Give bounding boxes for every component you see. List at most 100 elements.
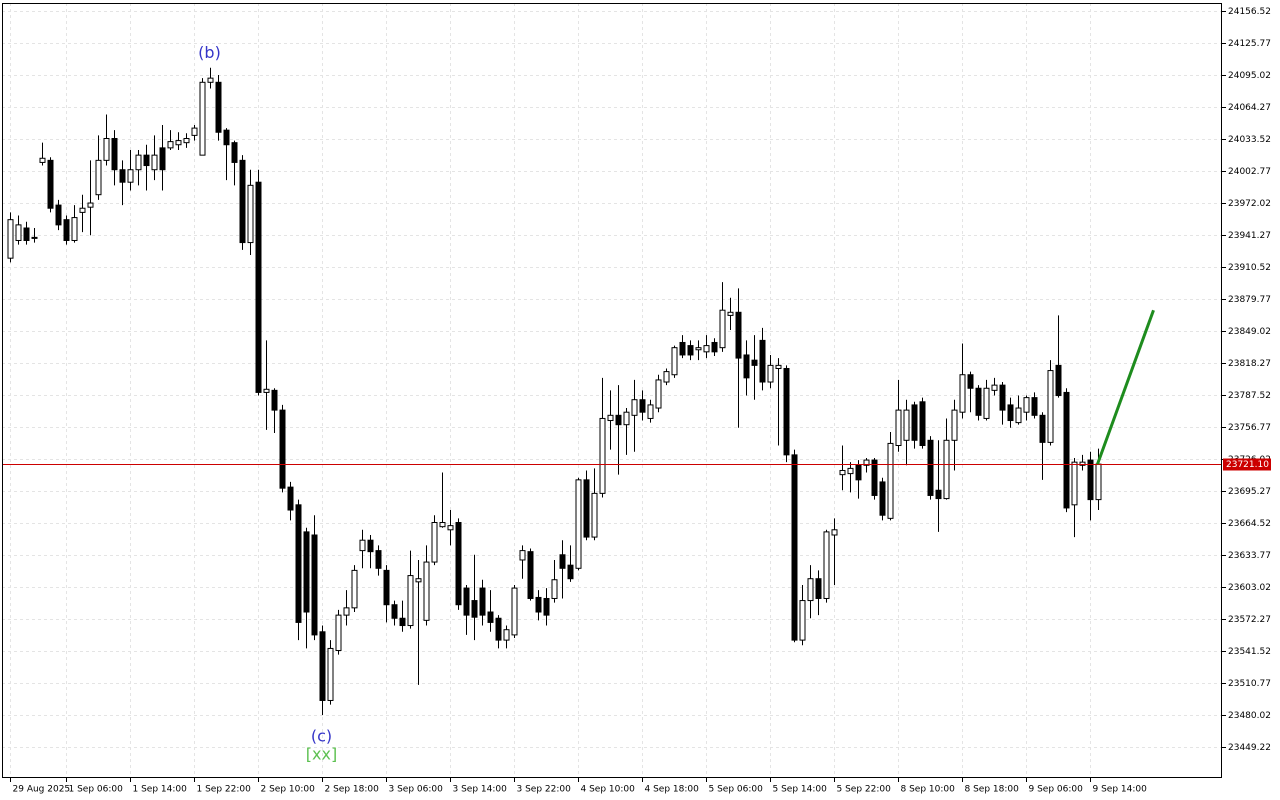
x-tick-label: 8 Sep 18:00: [965, 785, 1020, 795]
candle-body: [135, 154, 142, 171]
candle-body: [815, 578, 822, 599]
candle-body: [655, 379, 662, 409]
candle-body: [983, 387, 990, 419]
candle-body: [375, 550, 382, 569]
candle-body: [295, 504, 302, 623]
candle-body: [287, 486, 294, 511]
candle-body: [71, 217, 78, 241]
candle-body: [1095, 463, 1102, 501]
candle-body: [591, 492, 598, 538]
candle-body: [319, 631, 326, 701]
plot-border: [2, 3, 1222, 778]
x-tick-label: 5 Sep 14:00: [773, 785, 828, 795]
candle-body: [607, 414, 614, 422]
y-tick-label: 23756.77: [1228, 423, 1271, 433]
candle-body: [735, 311, 742, 359]
candle-body: [727, 311, 734, 316]
candle-body: [183, 137, 190, 144]
candle-body: [783, 367, 790, 456]
candle-body: [879, 481, 886, 516]
candle-body: [663, 371, 670, 383]
y-tick-label: 24033.52: [1228, 135, 1271, 145]
candle-body: [847, 467, 854, 475]
x-tick-label: 29 Aug 2025: [13, 785, 71, 795]
candle-body: [799, 600, 806, 641]
candle-body: [367, 539, 374, 553]
candle-body: [471, 600, 478, 618]
candle-body: [191, 127, 198, 136]
candle-body: [863, 459, 870, 466]
y-tick-label: 23849.02: [1228, 327, 1271, 337]
candle-body: [775, 364, 782, 369]
candle-body: [1031, 397, 1038, 416]
candle-body: [887, 442, 894, 519]
candle-body: [575, 479, 582, 569]
y-tick-label: 23510.77: [1228, 679, 1271, 689]
candle-body: [751, 359, 758, 366]
y-tick-label: 23633.77: [1228, 551, 1271, 561]
y-tick-label: 23818.27: [1228, 359, 1271, 369]
candle-body: [791, 454, 798, 641]
x-tick-label: 4 Sep 10:00: [581, 785, 636, 795]
candle-body: [327, 647, 334, 701]
candle-body: [927, 439, 934, 496]
candle-body: [151, 154, 158, 171]
candle-body: [559, 554, 566, 569]
candle-body: [567, 564, 574, 580]
candle-body: [343, 607, 350, 616]
candle-body: [911, 404, 918, 441]
candle-body: [1047, 370, 1054, 443]
candle-body: [967, 374, 974, 389]
candles: [2, 67, 1222, 716]
candle-body: [839, 469, 846, 476]
candle-body: [175, 140, 182, 146]
candle-body: [231, 142, 238, 163]
y-tick-label: 23941.27: [1228, 231, 1271, 241]
y-tick-label: 23572.27: [1228, 615, 1271, 625]
candle-body: [935, 489, 942, 500]
candle-body: [431, 522, 438, 563]
candle-body: [439, 522, 446, 528]
candle-body: [951, 409, 958, 441]
candle-body: [495, 617, 502, 641]
candle-body: [7, 219, 14, 259]
y-tick-label: 23787.52: [1228, 391, 1271, 401]
y-tick-label: 23910.52: [1228, 263, 1271, 273]
candle-body: [23, 227, 30, 241]
candle-body: [511, 587, 518, 636]
candle-body: [391, 604, 398, 619]
x-tick-label: 1 Sep 22:00: [197, 785, 252, 795]
candle-body: [207, 77, 214, 83]
candle-body: [831, 529, 838, 536]
candle-body: [399, 617, 406, 627]
candle-body: [599, 417, 606, 494]
candle-body: [359, 539, 366, 552]
candle-body: [127, 169, 134, 183]
x-tick-label: 4 Sep 18:00: [645, 785, 700, 795]
grid: [2, 3, 1222, 778]
y-tick-label: 23480.02: [1228, 711, 1271, 721]
candle-body: [159, 147, 166, 171]
x-tick-label: 5 Sep 22:00: [837, 785, 892, 795]
candle-body: [855, 464, 862, 481]
candle-body: [527, 551, 534, 599]
candle-body: [615, 414, 622, 426]
candle-body: [279, 409, 286, 489]
x-tick-label: 1 Sep 06:00: [69, 785, 124, 795]
x-tick-label: 1 Sep 14:00: [133, 785, 188, 795]
candle-body: [167, 141, 174, 149]
x-tick-label: 3 Sep 22:00: [517, 785, 572, 795]
candle-body: [623, 411, 630, 426]
candle-body: [63, 219, 70, 241]
y-tick-label: 24156.52: [1228, 7, 1271, 17]
candle-body: [119, 169, 126, 183]
candle-body: [895, 409, 902, 447]
candle-body: [39, 157, 46, 163]
candle-body: [199, 81, 206, 156]
candle-body: [519, 550, 526, 561]
candle-body: [143, 154, 150, 167]
candle-body: [311, 534, 318, 636]
candle-body: [335, 614, 342, 652]
